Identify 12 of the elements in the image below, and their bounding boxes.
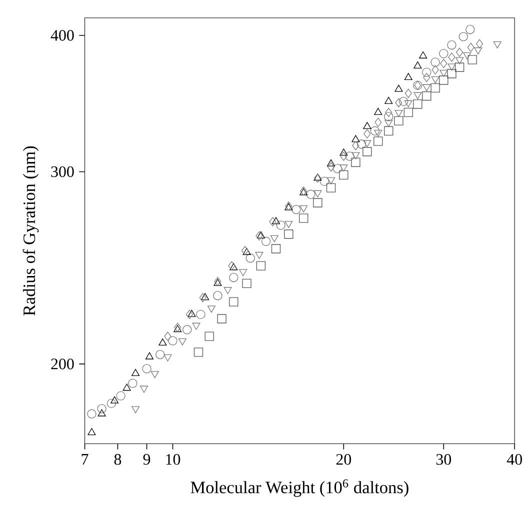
y-axis-title: Radius of Gyration (nm) <box>22 146 39 316</box>
x-tick-label: 10 <box>166 454 180 466</box>
x-tick-label: 8 <box>114 454 122 466</box>
y-tick-label: 300 <box>51 166 74 178</box>
x-axis-title: Molecular Weight (10$^{6}$ daltons) <box>190 480 408 498</box>
y-tick-label: 400 <box>50 30 74 41</box>
x-tick-label: 9 <box>143 454 150 465</box>
x-tick-label: 20 <box>336 454 352 466</box>
y-tick-label: 200 <box>51 358 74 370</box>
x-tick-label: 40 <box>506 454 522 466</box>
x-tick-label: 7 <box>82 454 88 465</box>
x-tick-label: 30 <box>436 454 452 466</box>
